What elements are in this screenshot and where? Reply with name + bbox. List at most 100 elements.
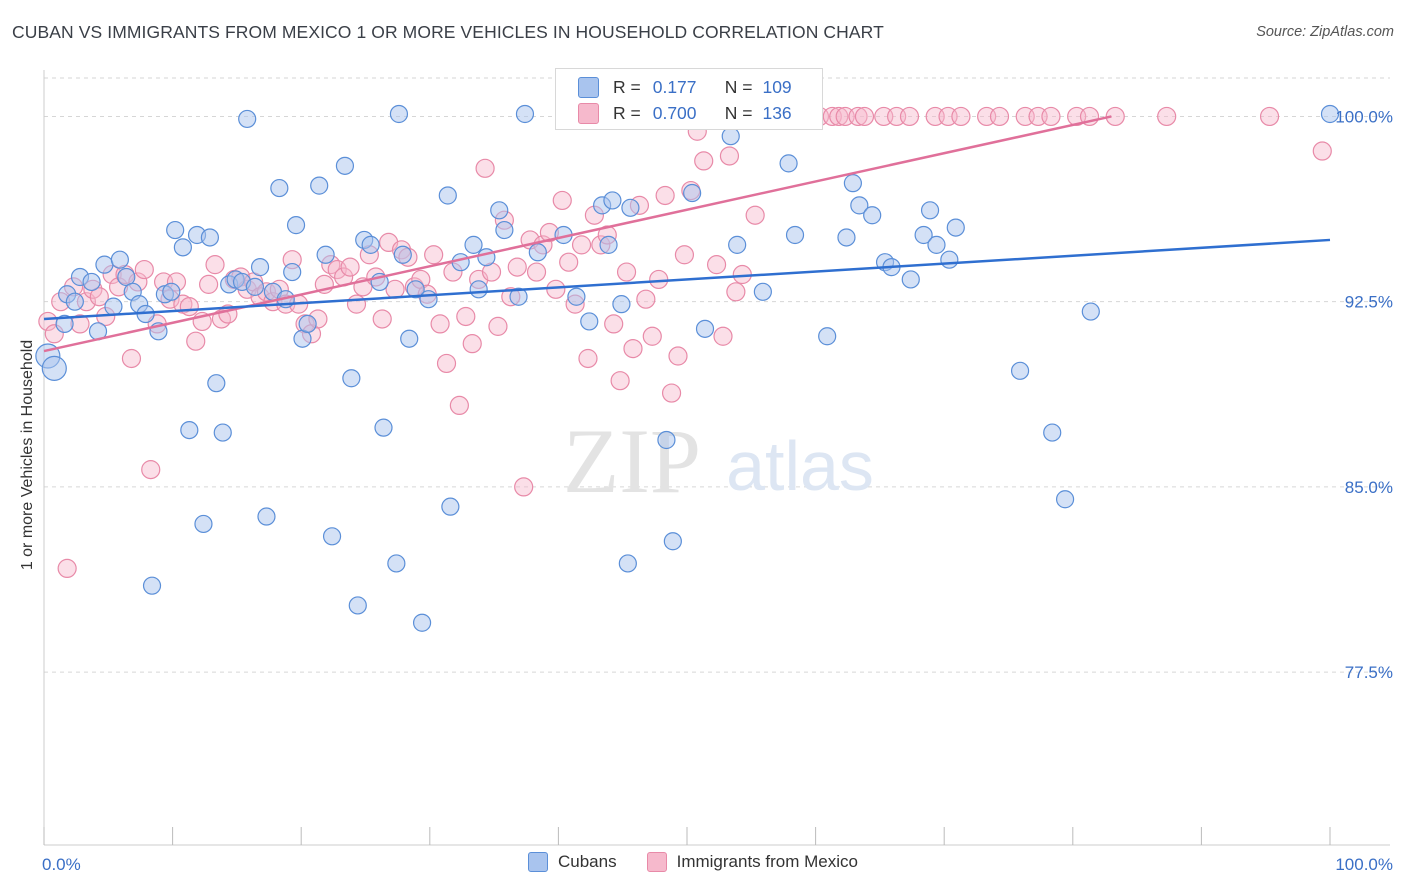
cubans-point (361, 235, 380, 254)
cubans-point (387, 554, 406, 573)
cubans-point (914, 225, 933, 245)
cubans-point (335, 156, 355, 175)
mexico-swatch (578, 102, 599, 124)
cubans-point (683, 183, 702, 203)
mexico-point (604, 314, 624, 334)
cubans-point (779, 154, 798, 173)
mexico-point (616, 262, 637, 282)
cubans-point (283, 262, 302, 282)
mexico-point (642, 326, 662, 346)
cubans-point (41, 355, 67, 381)
mexico-point (488, 316, 508, 336)
cubans-point (753, 282, 772, 301)
mexico-point (578, 348, 598, 369)
mexico-point (507, 257, 527, 277)
mexico-point (713, 326, 733, 346)
mexico-point (694, 151, 714, 171)
cubans-point (657, 430, 676, 450)
mexico-point (989, 106, 1010, 127)
cubans-point (528, 243, 547, 262)
cubans-point (142, 576, 162, 595)
cubans-point (1081, 302, 1100, 321)
cubans-point (374, 418, 393, 437)
cubans-point (348, 596, 367, 615)
cubans-point (316, 245, 335, 264)
cubans-trend-line (43, 238, 1331, 321)
cubans-point (207, 374, 226, 393)
cubans-point (412, 613, 432, 632)
cubans-point (257, 507, 276, 526)
cubans-n-value: 109 (762, 76, 792, 97)
x-tick-label: 100.0% (1335, 855, 1393, 874)
cubans-point (238, 109, 257, 129)
mexico-point (205, 255, 225, 275)
cubans-point (721, 127, 740, 146)
mexico-point (559, 252, 579, 272)
cubans-point (1010, 361, 1030, 380)
cubans-point (286, 216, 306, 235)
cubans-point (843, 174, 862, 193)
cubans-point (901, 270, 920, 289)
mexico-point (726, 282, 746, 302)
cubans-point (1055, 490, 1075, 509)
mexico-r-label: R = (613, 102, 641, 123)
cubans-point (270, 178, 289, 198)
cubans-point (250, 258, 270, 277)
mexico-point (199, 274, 219, 294)
cubans-point (495, 220, 514, 240)
cubans-point (104, 297, 123, 316)
cubans-n-label: N = (724, 76, 753, 97)
chart-title: CUBAN VS IMMIGRANTS FROM MEXICO 1 OR MOR… (12, 22, 884, 42)
mexico-point (179, 297, 199, 317)
mexico-point (655, 185, 675, 206)
mexico-point (552, 190, 572, 211)
cubans-point (1320, 104, 1340, 124)
mexico-point (1259, 106, 1280, 127)
mexico-point (623, 339, 643, 359)
cubans-point (180, 420, 199, 440)
x-tick-label: 0.0% (42, 855, 81, 874)
cubans-point (490, 201, 509, 220)
cubans-point (618, 554, 637, 573)
mexico-point (456, 306, 476, 327)
mexico-point (899, 106, 920, 127)
mexico-point (668, 346, 688, 366)
cubans-point (310, 176, 329, 195)
legend-item-cubans[interactable]: Cubans (528, 852, 617, 872)
cubans-point (464, 235, 483, 254)
mexico-point (475, 158, 495, 178)
cubans-point (298, 314, 317, 334)
cubans-point (927, 235, 946, 254)
cubans-point (785, 225, 805, 245)
cubans-point (509, 287, 528, 306)
cubans-point (194, 514, 213, 534)
mexico-point (546, 279, 566, 299)
cubans-point (55, 314, 74, 334)
cubans-point (162, 282, 181, 301)
legend-item-mexico[interactable]: Immigrants from Mexico (646, 852, 858, 872)
mexico-point (436, 353, 457, 374)
cubans-point (837, 228, 856, 247)
y-tick-label: 77.5% (1345, 663, 1393, 682)
mexico-point (134, 259, 154, 280)
cubans-point (213, 423, 232, 442)
mexico-n-value: 136 (762, 102, 792, 123)
cubans-point (567, 287, 586, 306)
mexico-point (1041, 106, 1061, 127)
cubans-point (603, 191, 622, 210)
mexico-point (719, 146, 740, 166)
watermark-zip: ZIP (563, 410, 701, 512)
mexico-point (610, 371, 630, 391)
cubans-swatch (578, 76, 599, 98)
cubans-point (599, 235, 618, 254)
cubans-legend-label: Cubans (558, 852, 617, 871)
cubans-point (580, 312, 599, 331)
mexico-point (636, 289, 656, 309)
cubans-point (663, 532, 682, 551)
cubans-point (451, 253, 470, 272)
cubans-point (515, 104, 535, 124)
cubans-point (419, 290, 438, 309)
cubans-point (322, 527, 342, 546)
cubans-point (95, 255, 114, 274)
cubans-r-value: 0.177 (652, 76, 697, 97)
